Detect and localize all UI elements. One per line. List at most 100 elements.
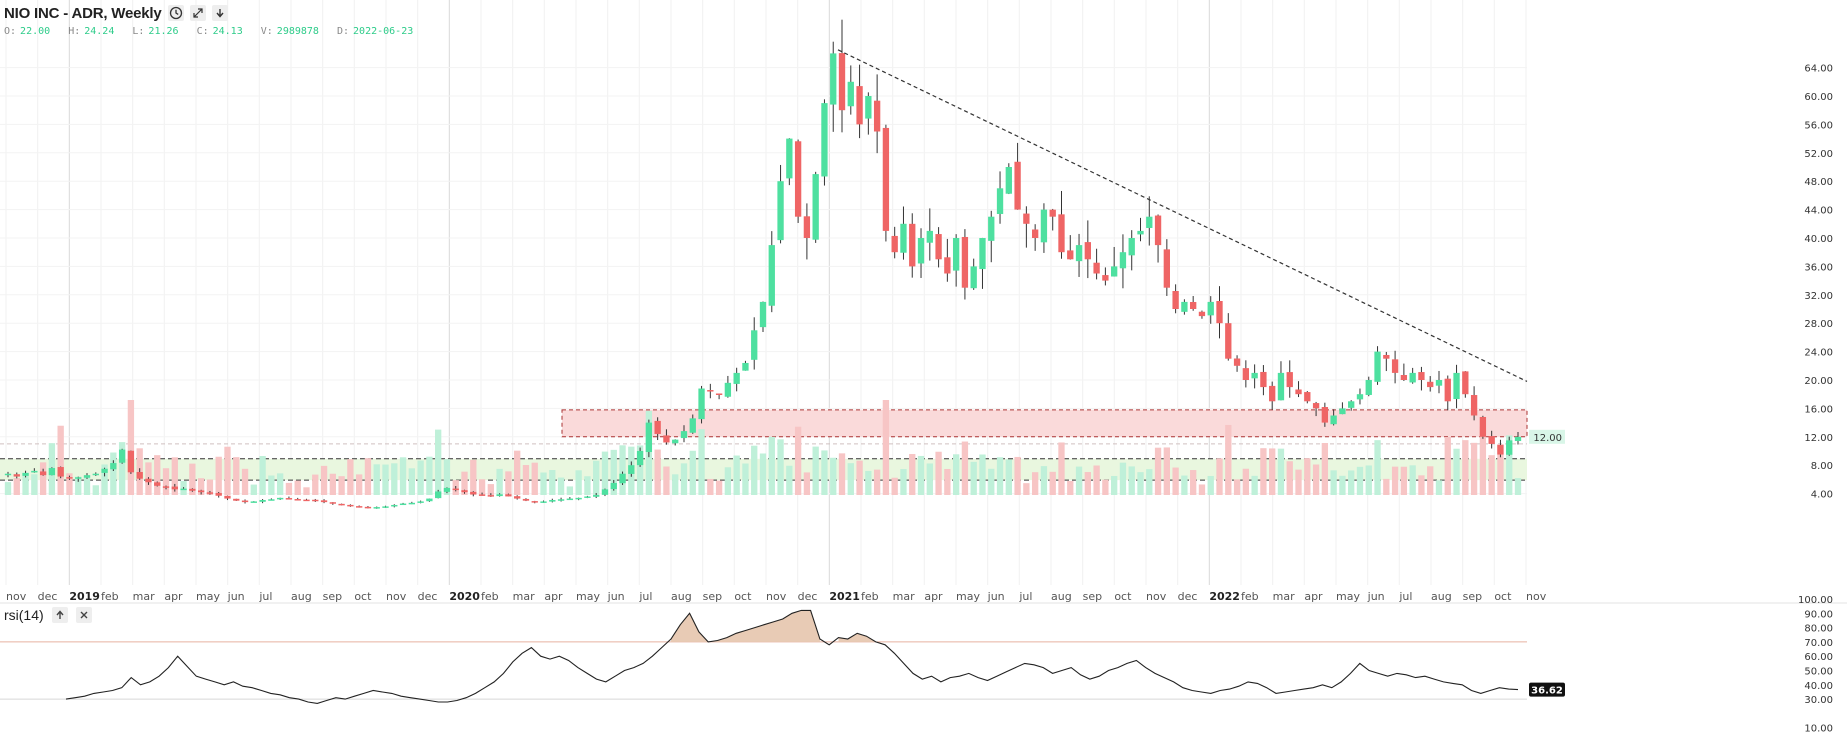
candle-body (1269, 385, 1276, 402)
arrow-down-icon[interactable] (211, 5, 228, 21)
volume-bar (1111, 475, 1118, 495)
candle-body (347, 504, 354, 507)
price-tick-label: 64.00 (1804, 64, 1833, 75)
time-tick-label: dec (1178, 590, 1198, 603)
candle-body (145, 478, 152, 483)
candle-body (1435, 380, 1443, 386)
candle-body (1497, 445, 1504, 455)
rsi-tick-label: 100.00 (1798, 595, 1833, 606)
candle-body (426, 498, 433, 502)
volume-bar (1049, 471, 1056, 495)
volume-bar (39, 462, 47, 495)
volume-bar (593, 460, 600, 495)
volume-bar (1067, 480, 1074, 495)
volume-bar (1198, 484, 1206, 495)
volume-bar (926, 463, 933, 495)
volume-bar (830, 457, 837, 495)
clock-icon[interactable] (167, 5, 184, 21)
volume-bar (1260, 448, 1267, 495)
close-key: C: (196, 26, 209, 37)
time-tick-label: aug (1431, 590, 1452, 603)
time-tick-label: sep (1083, 590, 1102, 603)
time-tick-label: apr (924, 590, 943, 603)
volume-bar (1146, 469, 1153, 495)
volume-bar (443, 459, 451, 495)
time-tick-label: nov (6, 590, 27, 603)
volume-bar (514, 450, 521, 495)
volume-bar (759, 453, 767, 495)
price-tick-label: 28.00 (1804, 319, 1833, 330)
volume-bar (470, 459, 477, 495)
time-tick-label: jun (987, 590, 1005, 603)
arrow-up-icon[interactable] (51, 607, 68, 623)
volume-bar (838, 453, 846, 495)
candle-body (118, 449, 126, 463)
volume-bar (566, 486, 574, 495)
time-tick-label: feb (481, 590, 499, 603)
volume-bar (1216, 458, 1223, 495)
candle-body (215, 493, 222, 496)
price-tick-label: 40.00 (1804, 234, 1833, 245)
volume-bar (215, 456, 222, 495)
candle-body (154, 482, 161, 486)
candle-body (663, 435, 670, 443)
candle-body (1470, 395, 1478, 416)
candle-body (408, 502, 415, 505)
volume-bar (1418, 475, 1425, 495)
candle-body (891, 235, 898, 253)
volume-bar (1005, 459, 1012, 495)
time-tick-label: dec (418, 590, 438, 603)
candle-body (1005, 167, 1012, 194)
candle-body (1488, 436, 1495, 444)
volume-bar (197, 478, 205, 495)
candle-body (487, 495, 495, 497)
candle-body (531, 501, 538, 503)
volume-bar (1119, 462, 1127, 495)
candle-body (66, 477, 73, 479)
price-axis[interactable]: 4.00 8.00 12.00 16.00 20.00 24.00 28.00 32.00 36… (1529, 64, 1833, 501)
candle-body (1383, 354, 1390, 359)
time-tick-label: 2019 (69, 590, 100, 603)
close-icon[interactable] (75, 607, 92, 623)
volume-bar (259, 455, 266, 495)
time-tick-label: oct (734, 590, 752, 603)
volume-bar (224, 446, 231, 495)
rsi-label[interactable]: rsi(14) (4, 607, 44, 623)
time-tick-label: aug (1051, 590, 1072, 603)
time-axis[interactable]: nov dec 2019 feb mar apr may jun jul aug sep oct nov… (6, 590, 1547, 603)
volume-bar (654, 449, 661, 495)
price-tick-label: 60.00 (1804, 92, 1833, 103)
candle-body (224, 495, 231, 499)
volume-bar (531, 462, 538, 495)
volume-bar (873, 469, 881, 495)
volume-bar (1444, 437, 1451, 495)
symbol-title[interactable]: NIO INC - ADR, Weekly (4, 4, 162, 22)
volume-bar (83, 475, 91, 495)
candle-body (575, 497, 582, 500)
volume-value: 2989878 (276, 26, 319, 37)
rsi-axis[interactable]: 10.00 30.00 40.00 50.00 60.00 70.00 80.00 90.00… (1529, 595, 1833, 735)
candle-body (338, 503, 345, 506)
expand-icon[interactable] (189, 5, 206, 21)
last-price-badge (1529, 429, 1565, 444)
volume-bar (803, 472, 811, 495)
rsi-tick-label: 60.00 (1804, 652, 1833, 663)
candle-body (22, 473, 29, 476)
candle-body (1198, 311, 1206, 317)
rsi-tick-label: 70.00 (1804, 638, 1833, 649)
price-tick-label: 32.00 (1804, 291, 1833, 302)
candle-body (865, 96, 872, 119)
candle-body (838, 53, 846, 111)
candle-body (917, 238, 925, 264)
candle-body (285, 498, 293, 500)
candle-body (1128, 238, 1135, 256)
candle-body (1479, 416, 1487, 437)
volume-bar (294, 480, 301, 495)
time-tick-label: apr (1304, 590, 1323, 603)
time-tick-label: feb (1241, 590, 1259, 603)
volume-bar (1383, 478, 1390, 495)
time-tick-label: nov (1146, 590, 1167, 603)
volume-bar (1251, 475, 1258, 495)
candle-body (996, 188, 1004, 214)
